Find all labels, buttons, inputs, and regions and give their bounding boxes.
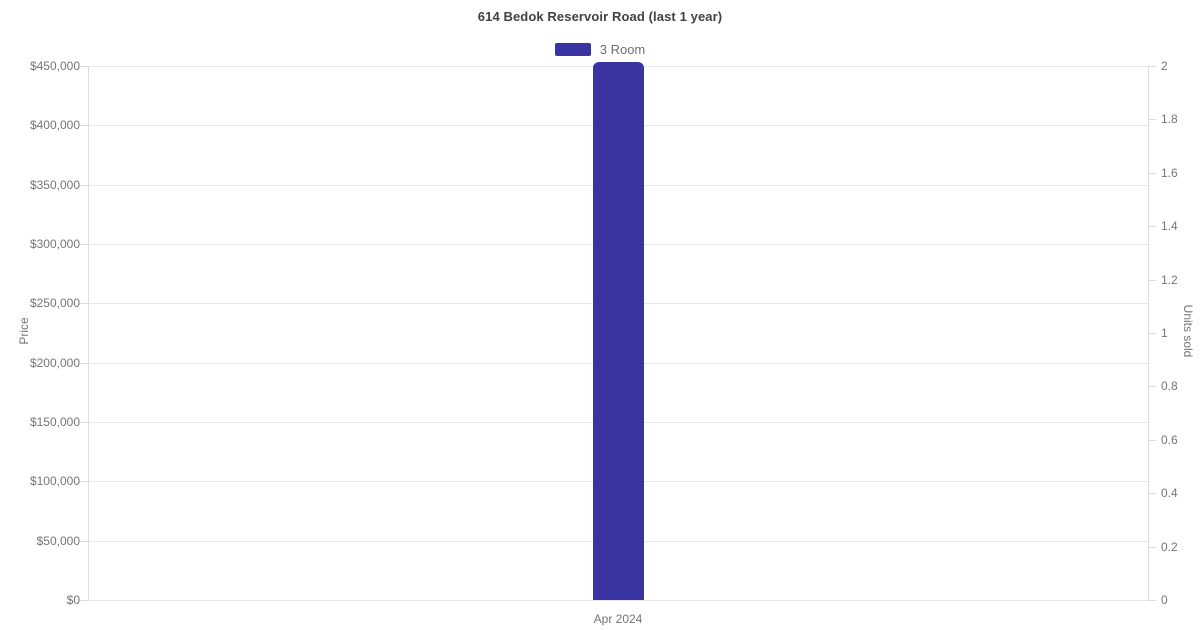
right-axis-tick-label: 1.8 — [1161, 112, 1178, 127]
right-axis-tick-label: 0.4 — [1161, 486, 1178, 501]
legend-label: 3 Room — [599, 42, 646, 57]
left-axis-tick-label: $450,000 — [29, 59, 80, 73]
right-axis-tick — [1148, 226, 1156, 228]
right-axis-tick — [1148, 546, 1156, 548]
x-axis-label: Apr 2024 — [593, 612, 643, 626]
bar-3-room-apr-2024[interactable] — [592, 62, 644, 600]
left-axis-tick — [80, 600, 88, 601]
left-axis-tick-label: $100,000 — [29, 474, 80, 489]
left-axis-tick-label: $150,000 — [29, 415, 80, 429]
left-axis-tick — [80, 66, 88, 67]
left-axis-tick-label: $0 — [66, 593, 80, 607]
right-axis-tick-label: 0 — [1161, 593, 1168, 607]
left-axis-tick-label: $400,000 — [29, 118, 80, 133]
left-axis-tick-label: $50,000 — [36, 533, 80, 548]
right-axis-tick-label: 0.8 — [1161, 379, 1178, 394]
right-axis-tick-label: 1.2 — [1161, 272, 1178, 287]
right-axis-tick — [1148, 386, 1156, 388]
right-axis-tick — [1148, 600, 1156, 601]
gridline — [88, 600, 1148, 601]
left-axis-tick — [80, 422, 88, 423]
left-axis-tick-label: $250,000 — [29, 296, 80, 311]
right-axis-tick — [1148, 439, 1156, 441]
right-axis-tick — [1148, 493, 1156, 495]
right-axis-tick-label: 0.2 — [1161, 539, 1178, 554]
legend-swatch — [554, 43, 591, 56]
legend: 3 Room — [0, 42, 1200, 57]
left-axis-tick — [80, 303, 88, 305]
left-axis-tick-label: $200,000 — [29, 355, 80, 370]
right-axis-tick — [1148, 172, 1156, 174]
right-axis-tick-label: 2 — [1161, 59, 1168, 73]
left-axis-tick — [80, 184, 88, 186]
right-axis-tick — [1148, 333, 1156, 334]
left-axis-tick — [80, 362, 88, 364]
left-axis-tick — [80, 244, 88, 245]
right-axis-line — [1148, 66, 1149, 600]
right-axis-tick — [1148, 279, 1156, 281]
right-axis-tick-label: 1.4 — [1161, 219, 1178, 234]
right-axis-tick-label: 0.6 — [1161, 432, 1178, 447]
right-axis-tick-label: 1 — [1161, 326, 1168, 340]
left-axis-tick-label: $300,000 — [29, 237, 80, 251]
chart-title: 614 Bedok Reservoir Road (last 1 year) — [477, 9, 723, 24]
left-axis-tick — [80, 125, 88, 127]
left-axis-line — [88, 66, 89, 600]
left-axis-title: Price — [17, 317, 31, 345]
left-axis-tick-label: $350,000 — [29, 177, 80, 192]
right-axis-tick-label: 1.6 — [1161, 165, 1178, 180]
legend-item-3-room[interactable]: 3 Room — [554, 42, 646, 57]
left-axis-tick — [80, 540, 88, 542]
right-axis-tick — [1148, 66, 1156, 67]
right-axis-tick — [1148, 119, 1156, 121]
left-axis-tick — [80, 481, 88, 483]
right-axis-title: Units sold — [1181, 304, 1195, 358]
